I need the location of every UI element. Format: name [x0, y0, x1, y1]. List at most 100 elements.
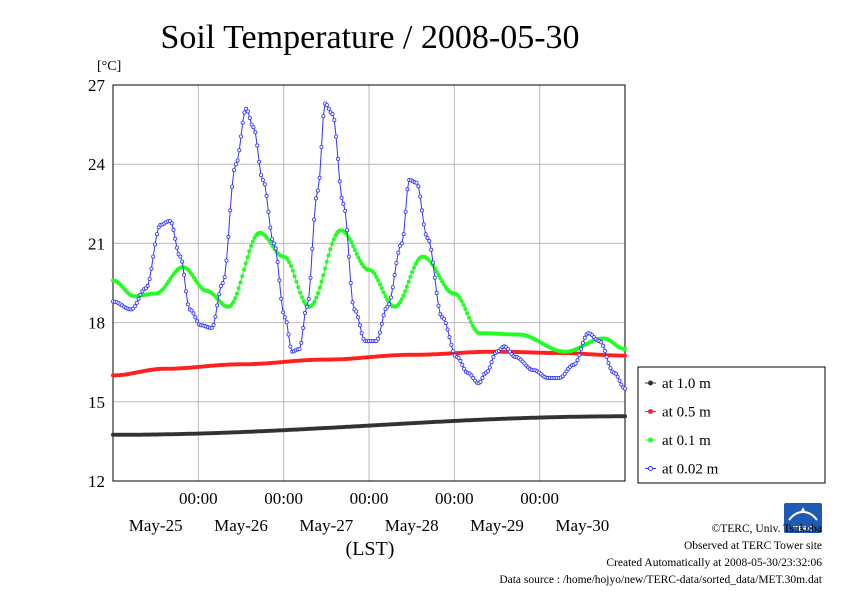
series-point — [405, 187, 410, 192]
series-point — [185, 302, 190, 307]
series-point — [447, 335, 452, 340]
terc-logo: TERC — [784, 503, 822, 533]
series-point — [171, 227, 176, 232]
series-at-0-02-m — [111, 101, 628, 391]
series-point — [258, 172, 263, 177]
legend-marker — [648, 409, 653, 414]
series-point — [582, 335, 587, 340]
series-point — [347, 236, 352, 241]
series-point — [191, 311, 196, 316]
series-point — [328, 247, 333, 252]
series-point — [218, 283, 223, 288]
series-point — [236, 286, 241, 291]
series-point — [441, 282, 446, 287]
series-point — [217, 292, 222, 297]
logo-text: TERC — [793, 525, 813, 533]
legend: at 1.0 m at 0.5 m at 0.1 m at 0.02 m — [637, 366, 826, 484]
series-point — [266, 209, 271, 214]
series-point — [228, 208, 233, 213]
series-point — [247, 116, 252, 121]
series-point — [491, 354, 496, 359]
series-point — [168, 276, 173, 281]
series-point — [265, 235, 270, 240]
series-point — [379, 321, 384, 326]
x-tick-date-label: May-26 — [214, 516, 268, 535]
series-point — [399, 241, 404, 246]
series-point — [262, 182, 267, 187]
series-point — [268, 225, 273, 230]
series-at-1-0-m — [111, 414, 628, 437]
series-point — [317, 175, 322, 180]
series-point — [390, 285, 395, 290]
series-point — [432, 275, 437, 280]
series-point — [331, 237, 336, 242]
series-point — [213, 314, 218, 319]
series-point — [337, 179, 342, 184]
series-point — [438, 276, 443, 281]
series-point — [288, 344, 293, 349]
series-point — [330, 241, 335, 246]
series-point — [352, 247, 357, 252]
series-point — [250, 239, 255, 244]
series-point — [292, 274, 297, 279]
series-point — [326, 253, 331, 258]
series-point — [443, 321, 448, 326]
series-point — [297, 346, 302, 351]
series-point — [355, 315, 360, 320]
series-point — [381, 290, 386, 295]
series-point — [215, 303, 220, 308]
series-point — [164, 282, 169, 287]
series-point — [416, 184, 421, 189]
series-point — [211, 322, 216, 327]
series-point — [241, 267, 246, 272]
series-point — [573, 361, 578, 366]
series-point — [193, 278, 198, 283]
series-point — [301, 299, 306, 304]
series-point — [304, 304, 309, 309]
series-point — [351, 244, 356, 249]
series-point — [235, 158, 240, 163]
series-point — [178, 254, 183, 259]
legend-marker — [648, 437, 653, 443]
series-point — [315, 291, 320, 296]
series-point — [326, 106, 331, 111]
series-point — [277, 278, 282, 283]
series-point — [471, 375, 476, 380]
series-point — [387, 302, 392, 307]
series-point — [229, 302, 234, 307]
series-point — [252, 235, 257, 240]
series-point — [385, 297, 390, 302]
series-point — [406, 279, 411, 284]
y-tick-label: 21 — [88, 234, 105, 253]
series-point — [461, 302, 466, 307]
series-point — [359, 331, 364, 336]
series-point — [193, 315, 198, 320]
series-point — [257, 159, 262, 164]
series-point — [299, 340, 304, 345]
series-point — [308, 275, 313, 280]
series-point — [430, 260, 435, 265]
series-point — [313, 196, 318, 201]
series-point — [245, 109, 250, 114]
series-point — [339, 195, 344, 200]
series-point — [174, 245, 179, 250]
series-point — [617, 378, 622, 383]
series-point — [226, 234, 231, 239]
series-point — [190, 272, 195, 277]
series-point — [273, 246, 278, 251]
series-point — [260, 177, 265, 182]
series-point — [321, 273, 326, 278]
series-point — [209, 325, 214, 330]
series-point — [580, 340, 585, 345]
series-point — [457, 295, 462, 300]
series-point — [286, 332, 291, 337]
series-point — [608, 366, 613, 371]
series-point — [249, 122, 254, 127]
series-point — [271, 241, 276, 246]
series-point — [436, 303, 441, 308]
series-point — [183, 289, 188, 294]
series-point — [615, 374, 620, 379]
series-point — [396, 250, 401, 255]
series-point — [233, 296, 238, 301]
